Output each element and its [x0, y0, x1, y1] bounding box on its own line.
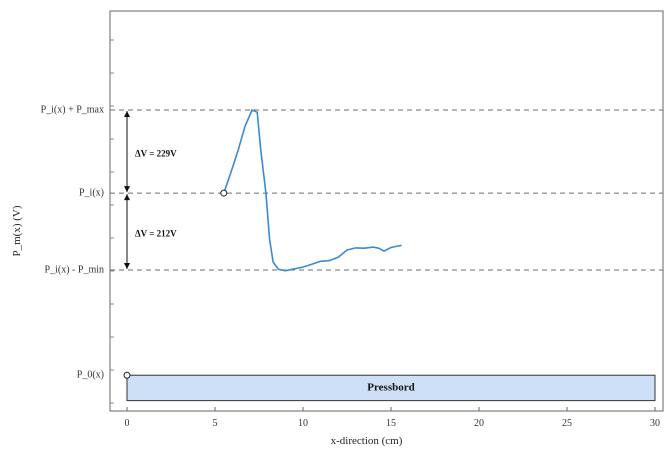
y-level-label-3: P_0(x): [77, 370, 104, 381]
x-tick-label-4: 20: [474, 418, 484, 429]
delta-label-0: ΔV = 229V: [135, 149, 177, 159]
x-tick-label-1: 5: [213, 418, 218, 429]
pressboard-rect: [126, 374, 656, 402]
plot-frame: [109, 10, 664, 412]
x-tick-label-5: 25: [562, 418, 572, 429]
y-axis-title: P_m(x) (V): [11, 205, 23, 256]
x-tick-label-3: 15: [386, 418, 396, 429]
x-tick-label-0: 0: [125, 418, 130, 429]
pressboard-layer: Pressbord: [126, 374, 656, 402]
y-axis-labels: P_i(x) + P_max P_i(x) P_i(x) - P_min P_0(x): [41, 39, 114, 404]
delta-arrowhead-top-1: [124, 194, 130, 201]
y-level-label-2: P_i(x) - P_min: [45, 264, 104, 275]
marker-1: [123, 371, 131, 379]
series-layer: [223, 109, 402, 272]
delta-arrowhead-bottom-1: [124, 263, 130, 269]
series-line-0: [223, 109, 402, 272]
x-tick-label-2: 10: [298, 418, 308, 429]
marker-0: [220, 189, 228, 197]
x-axis-title: x-direction (cm): [331, 435, 403, 447]
y-level-label-1: P_i(x): [79, 187, 104, 198]
delta-annotations: ΔV = 229V ΔV = 212V: [124, 111, 177, 269]
delta-label-1: ΔV = 212V: [135, 229, 177, 239]
delta-arrowhead-bottom-0: [124, 186, 130, 193]
y-level-label-0: P_i(x) + P_max: [41, 104, 104, 115]
markers: [123, 189, 228, 379]
delta-arrowhead-top-0: [124, 111, 130, 117]
pressboard-label: Pressbord: [367, 381, 414, 393]
reference-lines: [110, 109, 663, 271]
x-axis-ticks: 0 5 10 15 20 25 30: [125, 407, 660, 429]
x-tick-label-6: 30: [650, 418, 660, 429]
